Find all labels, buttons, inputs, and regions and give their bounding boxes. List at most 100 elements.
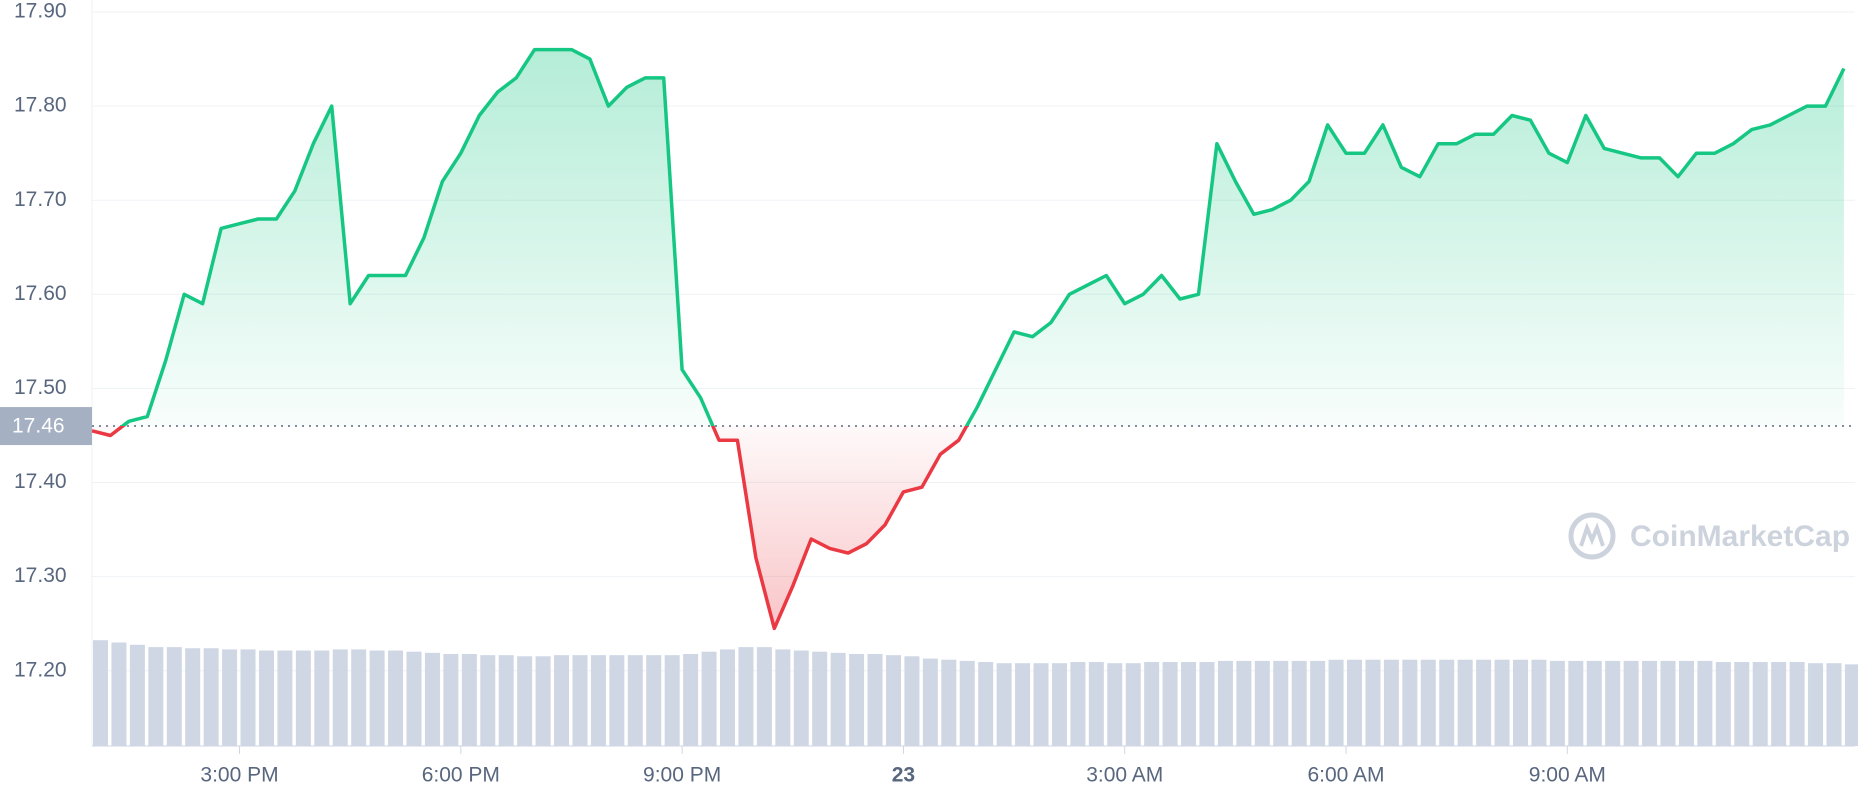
x-tick-label: 9:00 AM	[1529, 764, 1606, 787]
volume-bar	[1402, 659, 1418, 746]
volume-bar	[867, 654, 883, 746]
volume-bar	[1697, 660, 1713, 746]
y-tick-label: 17.50	[14, 376, 67, 399]
volume-bar	[277, 650, 293, 746]
volume-bar	[627, 655, 643, 746]
volume-bar	[1586, 660, 1602, 746]
volume-bar	[461, 654, 477, 746]
volume-bar	[1291, 660, 1307, 746]
volume-bar	[756, 647, 772, 746]
volume-bar	[535, 656, 551, 746]
volume-bar	[443, 654, 459, 746]
volume-bar	[129, 644, 145, 746]
y-tick-label: 17.80	[14, 94, 67, 117]
volume-bar	[166, 647, 182, 746]
volume-bar	[1181, 662, 1197, 746]
volume-bar	[1051, 663, 1067, 746]
volume-bar	[1273, 660, 1289, 746]
x-tick-label: 9:00 PM	[643, 764, 721, 787]
volume-bar	[609, 655, 625, 746]
volume-bar	[332, 649, 348, 746]
x-tick-label: 6:00 PM	[422, 764, 500, 787]
y-tick-label: 17.30	[14, 564, 67, 587]
volume-bar	[185, 648, 201, 746]
volume-bar	[1125, 663, 1141, 746]
volume-bar	[1217, 660, 1233, 746]
volume-bar	[498, 655, 514, 746]
watermark-logo	[1568, 512, 1616, 560]
y-tick-label: 17.60	[14, 282, 67, 305]
volume-bar	[203, 648, 219, 746]
volume-bar	[1457, 659, 1473, 746]
plot	[91, 0, 1858, 754]
volume-bar	[1199, 662, 1215, 746]
volume-bar	[793, 650, 809, 746]
volume-bar	[922, 658, 938, 746]
y-tick-label: 17.70	[14, 188, 67, 211]
volume-bar	[941, 659, 957, 746]
volume-bar	[1236, 660, 1252, 746]
volume-bar	[1365, 659, 1381, 746]
volume-bar	[1826, 663, 1842, 746]
volume-bar	[1568, 660, 1584, 746]
volume-bar	[664, 655, 680, 746]
volume-bar	[1070, 662, 1086, 746]
x-tick-label: 23	[892, 764, 915, 787]
volume-bar	[1420, 659, 1436, 746]
volume-bar	[222, 649, 238, 746]
volume-bar	[240, 649, 256, 746]
volume-bar	[148, 647, 164, 746]
baseline-label: 17.46	[12, 415, 65, 438]
volume-bar	[1789, 662, 1805, 746]
volume-bar	[904, 656, 920, 746]
volume-bar	[388, 650, 404, 746]
volume-bar	[775, 649, 791, 746]
volume-bar	[1752, 662, 1768, 746]
volume-bar	[351, 649, 367, 746]
volume-bar	[1310, 660, 1326, 746]
volume-bar	[1531, 659, 1547, 746]
watermark-text: CoinMarketCap	[1630, 520, 1850, 553]
volume-bar	[959, 660, 975, 746]
volume-bar	[738, 647, 754, 746]
volume-bar	[1642, 660, 1658, 746]
volume-bar	[1439, 659, 1455, 746]
volume-bar	[830, 652, 846, 746]
volume-bar	[111, 642, 127, 746]
watermark-logo-mark	[1579, 522, 1605, 547]
volume-bar	[480, 655, 496, 746]
volume-bar	[1476, 659, 1492, 746]
volume-bar	[590, 655, 606, 746]
volume-bar	[424, 652, 440, 746]
volume-bar	[812, 651, 828, 746]
volume-bar	[1771, 662, 1787, 746]
x-tick-label: 6:00 AM	[1307, 764, 1384, 787]
volume-bar	[978, 662, 994, 746]
volume-bar	[517, 656, 533, 746]
volume-bar	[701, 651, 717, 746]
volume-bar	[1015, 663, 1031, 746]
volume-bar	[1808, 663, 1824, 746]
volume-bar	[1144, 662, 1160, 746]
volume-bar	[1088, 662, 1104, 746]
volume-bar	[1623, 660, 1639, 746]
volume-bar	[996, 663, 1012, 746]
volume-bar	[1494, 659, 1510, 746]
price-line	[91, 47, 1846, 631]
volume-bar	[1715, 662, 1731, 746]
volume-bar	[1512, 659, 1528, 746]
volume-bar	[1660, 660, 1676, 746]
volume-bar	[1254, 660, 1270, 746]
volume-bar	[1328, 659, 1344, 746]
volume-bar	[1383, 659, 1399, 746]
volume-bar	[258, 650, 274, 746]
volume-bar	[369, 650, 385, 746]
volume-bar	[1605, 660, 1621, 746]
volume-bar	[1033, 663, 1049, 746]
volume-bar	[1162, 662, 1178, 746]
volume-bar	[1678, 660, 1694, 746]
volume-bar	[295, 650, 311, 746]
volume-bar	[1107, 663, 1123, 746]
watermark: CoinMarketCap	[1568, 512, 1850, 560]
